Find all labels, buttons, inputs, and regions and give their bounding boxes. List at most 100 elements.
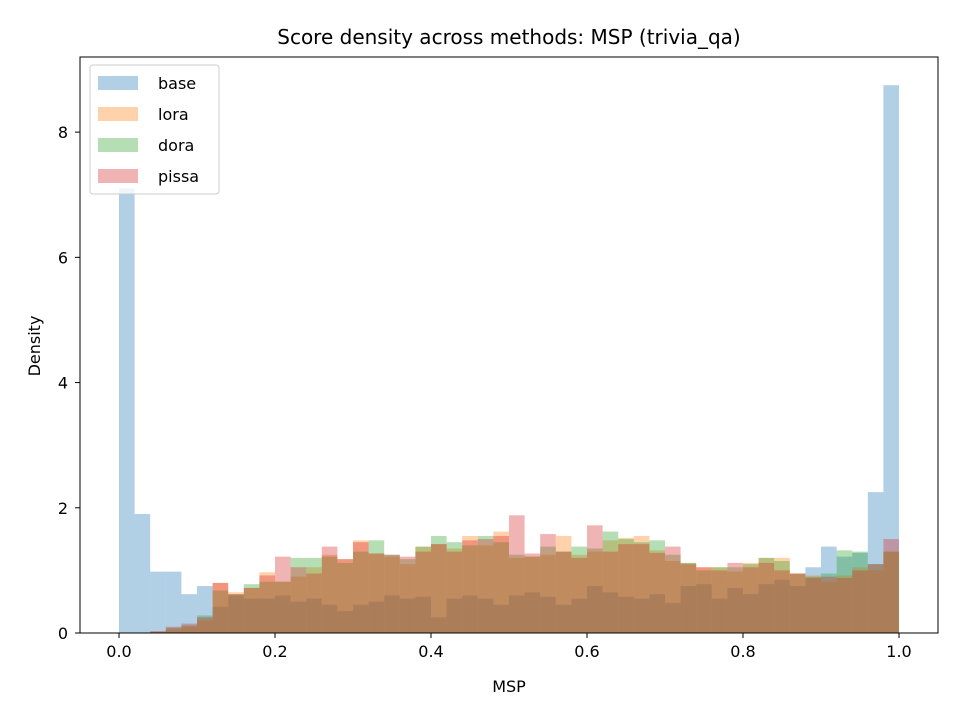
bar-dora [165,627,182,633]
legend-label-lora: lora [158,105,189,124]
bar-lora [337,559,353,633]
bar-dora [774,561,790,633]
bar-base [493,604,509,633]
y-tick-label: 6 [58,248,68,267]
bar-dora [524,556,541,633]
bar-dora [462,545,478,633]
bar-base [852,552,868,633]
bar-lora [805,575,821,633]
bar-pissa [353,542,369,633]
legend-box [89,64,220,195]
bar-base [571,598,587,633]
bar-pissa [587,525,603,633]
bar-pissa [758,562,775,633]
bar-lora [602,540,619,633]
bar-base [524,592,541,633]
bar-pissa [446,551,463,633]
bar-dora [446,542,463,633]
bar-base [509,595,525,633]
legend: base lora dora pissa [89,64,220,195]
bar-pissa [540,534,556,633]
bar-pissa [477,539,494,633]
bar-lora [446,548,463,633]
bar-lora [540,554,556,633]
bar-dora [665,554,681,633]
bar-pissa [821,576,837,633]
bar-lora [493,531,509,633]
y-tick-label: 8 [58,123,68,142]
bar-pissa [571,557,587,633]
bar-lora [696,567,712,633]
bar-dora [243,584,260,633]
bar-lora [821,581,837,633]
bar-dora [431,535,447,633]
bar-base [275,595,291,633]
x-tick-label: 1.0 [886,642,911,661]
bar-base [633,598,650,633]
bar-pissa [805,577,821,633]
bar-dora [852,551,868,633]
bar-dora [384,554,400,633]
bar-lora [150,631,166,633]
bar-pissa [711,570,728,633]
legend-swatch-pissa [98,169,138,183]
bar-lora [587,551,603,633]
bar-pissa [228,594,244,633]
bar-base [197,586,213,633]
bar-lora [665,561,681,633]
bar-base [743,594,759,633]
bar-dora [415,546,431,633]
bar-lora [836,575,853,633]
bar-pissa [399,556,416,633]
bar-base [150,571,166,633]
bar-dora [602,531,619,633]
bar-base [727,587,743,633]
legend-label-base: base [158,74,196,93]
bar-dora [197,615,213,633]
bar-pissa [555,551,572,633]
legend-swatch-base [98,76,138,90]
bar-base [555,604,572,633]
bar-pissa [602,551,619,633]
bar-dora [509,554,525,633]
bar-base [587,586,603,633]
bar-lora [462,535,478,633]
bar-pissa [150,631,166,633]
bar-lora [618,537,634,633]
bar-base [883,85,899,634]
bar-base [353,604,369,633]
x-axis-ticks: 0.0 0.2 0.4 0.6 0.8 1.0 [106,633,912,661]
bar-pissa [243,587,260,633]
bar-base [821,546,837,633]
bar-lora [399,564,416,633]
bar-dora [150,631,166,633]
bar-pissa [337,559,353,633]
bar-lora [259,572,275,633]
bar-lora [368,553,385,633]
bar-base [462,595,478,633]
x-tick-label: 0.0 [106,642,131,661]
bar-dora [633,542,650,633]
bar-pissa [696,567,712,633]
legend-label-dora: dora [158,136,194,155]
bar-dora [727,567,743,633]
x-tick-label: 0.4 [418,642,443,661]
bar-lora [571,554,587,633]
bar-lora [883,551,899,633]
bar-base [134,514,151,633]
bar-dora [228,594,244,633]
bar-lora [290,576,307,633]
bar-lora [212,582,229,633]
bar-base [243,598,260,633]
bar-dora [587,548,603,633]
bar-lora [181,626,197,633]
bar-lora [228,592,244,633]
bar-pissa [259,575,275,633]
bar-dora [618,539,634,633]
bar-lora [867,570,884,633]
bar-pissa [462,540,478,633]
bar-dora [399,559,416,633]
bar-lora [711,567,728,633]
bar-pissa [743,567,759,633]
bar-base [836,556,853,633]
